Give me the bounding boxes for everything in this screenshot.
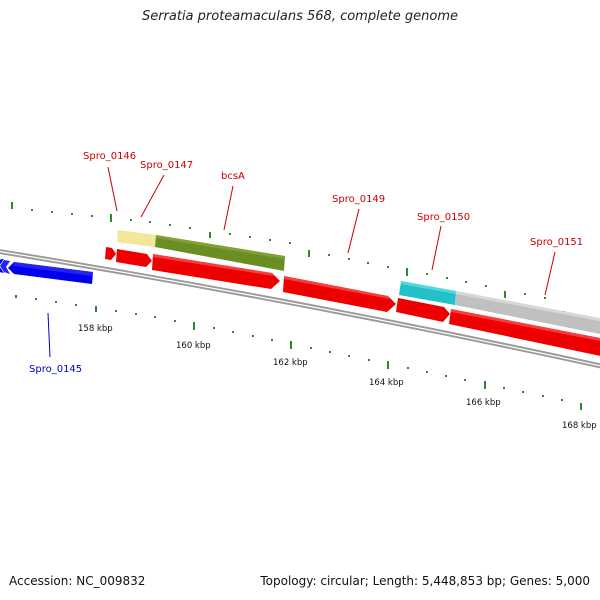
- label-spro-0147[interactable]: Spro_0147: [140, 160, 193, 171]
- scale-label-162: 162 kbp: [273, 358, 308, 368]
- label-spro-0150[interactable]: Spro_0150: [417, 212, 470, 223]
- gene-spro-0151[interactable]: [455, 291, 600, 336]
- label-spro-0146[interactable]: Spro_0146: [83, 151, 136, 162]
- label-spro-0151[interactable]: Spro_0151: [530, 237, 583, 248]
- gene-bcsa[interactable]: [152, 254, 280, 289]
- leader-spro-0146: [107, 166, 118, 212]
- leader-spro-0147: [140, 174, 165, 218]
- genome-title: Serratia proteamaculans 568, complete ge…: [141, 9, 459, 24]
- label-bcsa[interactable]: bcsA: [221, 171, 245, 182]
- scale-label-166: 166 kbp: [466, 398, 501, 408]
- label-spro-0145[interactable]: Spro_0145: [29, 364, 82, 375]
- gene-red-a[interactable]: [116, 249, 152, 267]
- gene-spro-0149[interactable]: [283, 276, 396, 312]
- gene-spro-0150[interactable]: [399, 281, 456, 305]
- leader-spro-0149: [347, 208, 360, 254]
- gene-spro-0147[interactable]: [155, 235, 285, 271]
- genome-backbone-inner: [0, 251, 600, 367]
- genome-summary: Topology: circular; Length: 5,448,853 bp…: [260, 574, 590, 588]
- leader-spro-0145: [47, 312, 51, 358]
- lower-tick-track: [15, 295, 582, 410]
- label-spro-0149[interactable]: Spro_0149: [332, 194, 385, 205]
- gene-red-b[interactable]: [396, 298, 450, 322]
- gene-spro-0145[interactable]: [0, 259, 93, 284]
- leader-spro-0151: [544, 251, 556, 296]
- scale-label-158: 158 kbp: [78, 324, 113, 334]
- gene-spro-0146[interactable]: [117, 230, 156, 247]
- gene-red-small[interactable]: [105, 247, 116, 260]
- scale-label-160: 160 kbp: [176, 341, 211, 351]
- leader-spro-0150: [431, 225, 442, 271]
- scale-label-168: 168 kbp: [562, 421, 597, 431]
- leader-bcsa: [223, 185, 234, 231]
- scale-label-164: 164 kbp: [369, 378, 404, 388]
- accession-label: Accession: NC_009832: [9, 574, 146, 588]
- gene-red-c[interactable]: [449, 309, 600, 358]
- upper-tick-track: [11, 202, 585, 317]
